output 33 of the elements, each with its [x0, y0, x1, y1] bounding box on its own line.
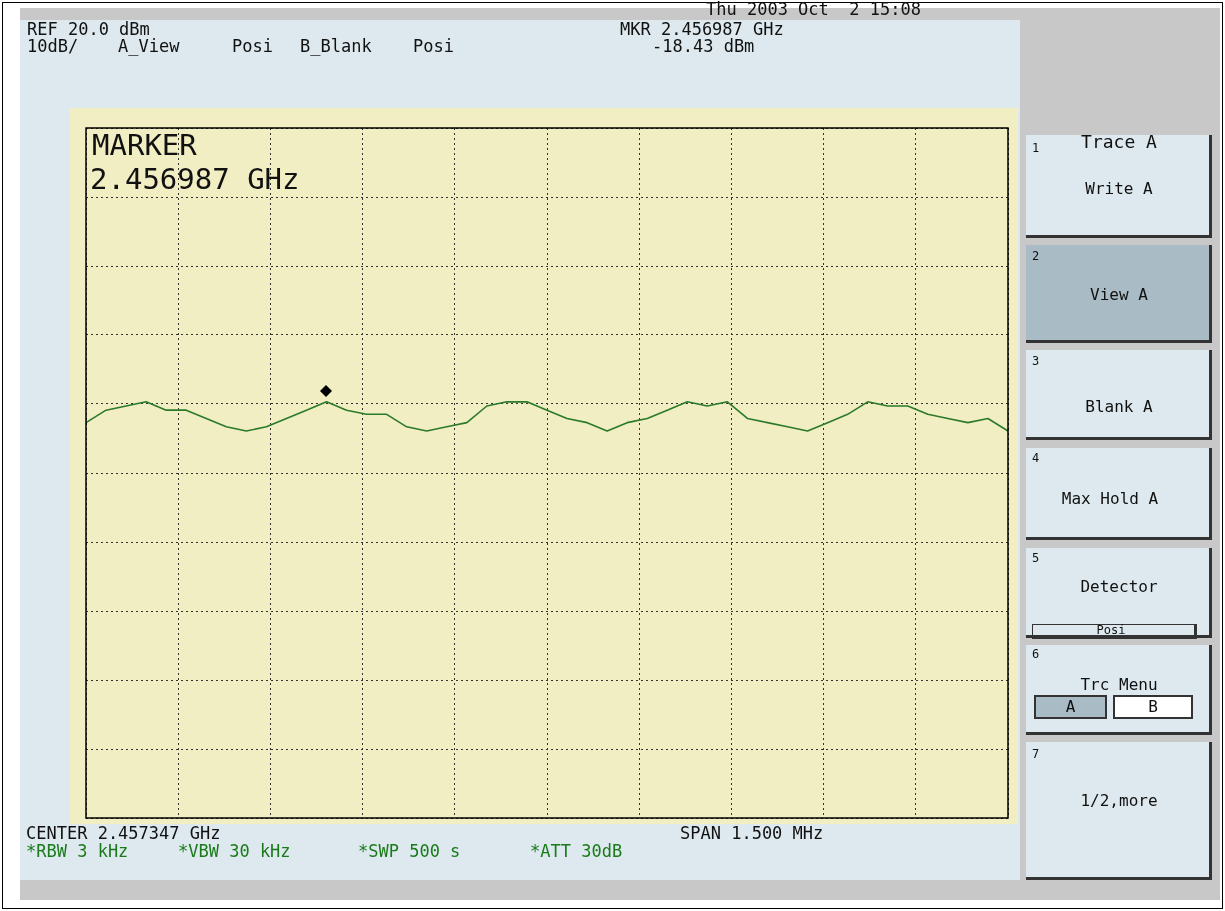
text: *ATT 30dB — [530, 841, 623, 861]
text: 6 — [1032, 647, 1040, 662]
text: View A — [1089, 285, 1149, 304]
text: *VBW 30 kHz — [178, 841, 291, 861]
text: 5 — [1032, 551, 1040, 566]
text: Max Hold A — [1060, 489, 1160, 508]
text: Thu 2003 Oct 2 15:08 — [706, 0, 921, 19]
text: 2 — [1032, 249, 1040, 264]
text: 1/2,more — [1079, 791, 1159, 810]
text: 7 — [1032, 747, 1040, 762]
text: CENTER 2.457347 GHz — [26, 823, 221, 843]
text: 1 — [1032, 141, 1040, 156]
text: 4 — [1032, 451, 1040, 466]
text: Blank A — [1084, 397, 1154, 416]
text: *RBW 3 kHz — [26, 841, 129, 861]
text: Trc Menu — [1079, 675, 1159, 694]
text: Posi — [1095, 623, 1127, 638]
text: 2.456987 GHz — [90, 162, 300, 196]
text: MKR 2.456987 GHz — [620, 19, 784, 39]
text: -18.43 dBm — [652, 36, 755, 56]
text: Posi — [413, 36, 454, 56]
text: Posi — [232, 36, 273, 56]
text: Trace A — [1081, 131, 1157, 152]
text: MARKER — [92, 128, 197, 162]
text: *SWP 500 s — [358, 841, 461, 861]
text: B_Blank — [300, 36, 372, 56]
text: 10dB/ — [27, 36, 79, 56]
text: Detector — [1079, 577, 1159, 596]
text: REF 20.0 dBm — [27, 19, 150, 39]
text: SPAN 1.500 MHz — [680, 823, 824, 843]
text: A_View — [118, 36, 180, 56]
text: 3 — [1032, 354, 1040, 369]
text: Write A — [1084, 179, 1154, 198]
